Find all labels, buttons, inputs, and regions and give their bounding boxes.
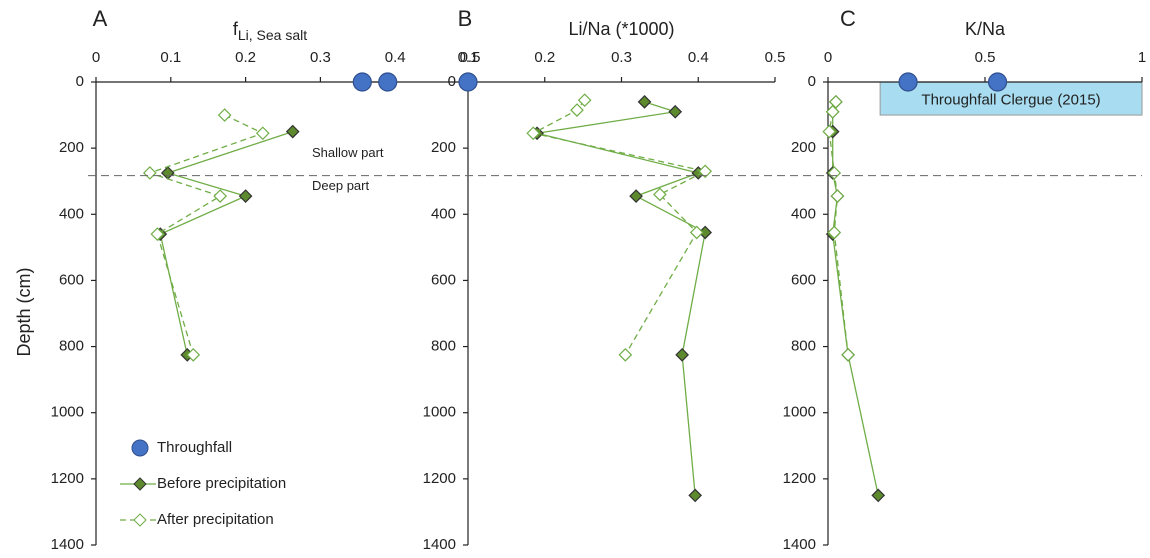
diamond-point (160, 166, 175, 180)
throughfall-point (352, 72, 372, 92)
y-tick-label: 600 (431, 271, 456, 288)
legend-marker (133, 513, 147, 527)
diamond-point (143, 166, 157, 180)
x-tick-label: 1 (1138, 49, 1146, 66)
diamond-point (285, 124, 300, 139)
y-tick-label: 600 (791, 271, 816, 288)
diamond-point (688, 488, 703, 503)
y-tick-label: 1200 (51, 470, 84, 487)
legend-marker (131, 439, 149, 457)
series-line (147, 114, 265, 356)
diamond-point (217, 108, 232, 122)
y-tick-label: 1200 (783, 470, 816, 487)
y-tick-label: 600 (59, 271, 84, 288)
panel-letter: C (840, 6, 856, 31)
diamond-point (668, 104, 683, 119)
x-tick-label: 0.3 (310, 49, 331, 66)
diamond-point (618, 347, 633, 362)
diamond-point (637, 94, 652, 109)
throughfall-point (378, 72, 398, 92)
x-tick-label: 0 (92, 49, 100, 66)
diamond-point (841, 347, 855, 362)
y-tick-label: 1000 (783, 404, 816, 421)
x-tick-label: 0.4 (688, 49, 709, 66)
panel-letter: A (93, 6, 108, 31)
shallow-label: Shallow part (312, 145, 384, 160)
diamond-point (150, 227, 165, 241)
diamond-point (825, 104, 840, 119)
x-tick-label: 0 (824, 49, 832, 66)
y-tick-label: 200 (59, 139, 84, 156)
x-tick-label: 0.1 (458, 49, 479, 66)
x-axis-title: Li/Na (*1000) (568, 19, 674, 39)
x-tick-label: 0.5 (975, 49, 996, 66)
deep-label: Deep part (312, 178, 369, 193)
legend-label: After precipitation (157, 511, 274, 528)
panel-letter: B (458, 6, 473, 31)
y-tick-label: 400 (59, 205, 84, 222)
y-tick-label: 200 (431, 139, 456, 156)
diamond-point (629, 189, 643, 203)
x-tick-label: 0.3 (611, 49, 632, 66)
y-tick-label: 1400 (51, 536, 84, 553)
y-tick-label: 0 (448, 73, 456, 90)
x-axis-title: K/Na (965, 19, 1006, 39)
legend-label: Before precipitation (157, 475, 286, 492)
diamond-point (822, 124, 837, 139)
x-axis-title-sub: Li, Sea salt (238, 27, 307, 43)
x-axis-title: fLi, Sea salt (233, 19, 307, 43)
x-tick-label: 0.5 (460, 49, 481, 66)
diamond-point (186, 347, 201, 362)
throughfall-point (987, 72, 1008, 92)
x-tick-label: 0.5 (765, 49, 786, 66)
span-label: Throughfall Clergue (2015) (921, 92, 1100, 109)
y-tick-label: 1400 (423, 536, 456, 553)
diamond-point (871, 488, 886, 503)
diamond-point (526, 126, 541, 141)
throughfall-point (458, 72, 478, 92)
y-tick-label: 1000 (423, 404, 456, 421)
diamond-point (577, 93, 592, 108)
diamond-point (675, 347, 689, 362)
diamond-point (570, 103, 584, 117)
x-tick-label: 0.4 (385, 49, 406, 66)
y-tick-label: 0 (76, 73, 84, 90)
diamond-point (829, 94, 843, 109)
diamond-point (255, 126, 270, 141)
x-tick-label: 0.1 (160, 49, 181, 66)
legend-marker (133, 477, 147, 491)
y-tick-label: 1200 (423, 470, 456, 487)
diamond-point (698, 164, 713, 179)
legend-label: Throughfall (157, 439, 232, 456)
y-tick-label: 200 (791, 139, 816, 156)
diamond-point (653, 187, 667, 202)
throughfall-point (898, 72, 918, 92)
y-tick-label: 800 (59, 338, 84, 355)
span-box (879, 81, 1143, 116)
x-axis-title-main: f (233, 19, 239, 39)
y-tick-label: 1000 (51, 404, 84, 421)
y-axis-title: Depth (cm) (14, 267, 34, 356)
diamond-point (689, 225, 704, 240)
y-tick-label: 800 (431, 338, 456, 355)
y-tick-label: 400 (791, 205, 816, 222)
y-tick-label: 400 (431, 205, 456, 222)
diamond-point (827, 225, 842, 240)
diamond-point (238, 189, 253, 203)
y-tick-label: 1400 (783, 536, 816, 553)
series-line (536, 101, 706, 496)
x-tick-label: 0.2 (534, 49, 555, 66)
x-tick-label: 0.2 (235, 49, 256, 66)
series-line (159, 130, 293, 355)
y-tick-label: 0 (808, 73, 816, 90)
series-line (832, 101, 879, 496)
diamond-point (213, 189, 228, 203)
y-tick-label: 800 (791, 338, 816, 355)
diamond-point (830, 189, 845, 203)
